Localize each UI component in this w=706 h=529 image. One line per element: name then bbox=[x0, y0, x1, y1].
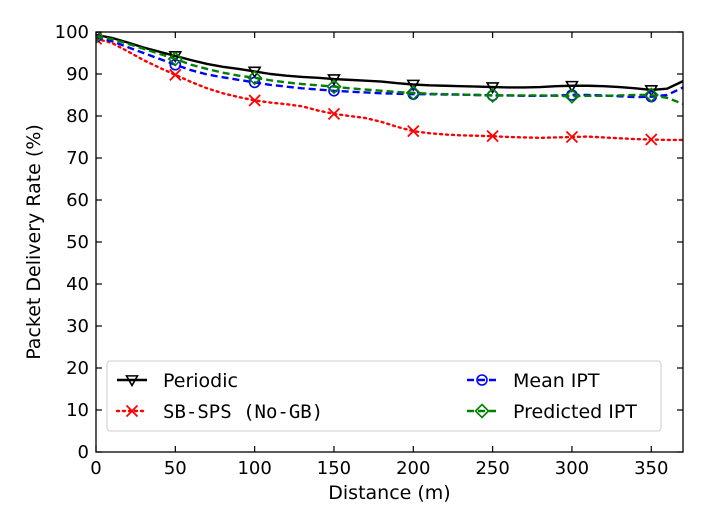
x-tick-label: 50 bbox=[164, 458, 187, 479]
series-line-periodic bbox=[96, 33, 683, 92]
y-tick-label: 20 bbox=[66, 358, 89, 379]
data-point-predicted-ipt bbox=[643, 87, 659, 103]
y-tick-label: 80 bbox=[66, 106, 89, 127]
data-point-sb-sps-no-gb bbox=[248, 94, 261, 107]
series-predicted-ipt bbox=[96, 32, 683, 105]
series-layer bbox=[96, 32, 683, 146]
y-axis-label: Packet Delivery Rate (%) bbox=[23, 124, 45, 360]
data-point-predicted-ipt bbox=[247, 70, 263, 86]
x-tick-label: 0 bbox=[90, 458, 101, 479]
data-point-predicted-ipt bbox=[405, 85, 421, 101]
x-axis-label: Distance (m) bbox=[328, 482, 450, 504]
data-point-periodic bbox=[485, 82, 500, 95]
data-point-predicted-ipt bbox=[564, 88, 580, 104]
y-tick-label: 90 bbox=[66, 64, 89, 85]
data-point-predicted-ipt bbox=[96, 32, 104, 44]
x-tick-label: 100 bbox=[237, 458, 271, 479]
data-point-periodic bbox=[406, 79, 421, 92]
legend-label-predicted-ipt: Predicted IPT bbox=[513, 401, 637, 423]
y-tick-label: 60 bbox=[66, 190, 89, 211]
legend-marker-predicted-ipt bbox=[474, 403, 490, 419]
data-point-predicted-ipt bbox=[326, 78, 342, 95]
y-tick-label: 10 bbox=[66, 400, 89, 421]
series-line-predicted-ipt bbox=[96, 35, 683, 105]
x-tick-label: 350 bbox=[634, 458, 668, 479]
legend-marker-periodic bbox=[125, 375, 139, 388]
y-tick-label: 70 bbox=[66, 148, 89, 169]
legend-item-predicted-ipt: Predicted IPT bbox=[467, 401, 637, 423]
legend-box bbox=[106, 360, 662, 432]
plot-area-frame bbox=[95, 31, 684, 453]
x-tick-label: 300 bbox=[555, 458, 589, 479]
data-point-mean-ipt bbox=[248, 76, 261, 89]
legend-label-periodic: Periodic bbox=[163, 370, 238, 392]
y-tick-label: 30 bbox=[66, 316, 89, 337]
data-point-sb-sps-no-gb bbox=[565, 130, 579, 144]
data-point-sb-sps-no-gb bbox=[169, 68, 182, 81]
legend-marker-mean-ipt bbox=[476, 374, 488, 386]
data-point-sb-sps-no-gb bbox=[96, 32, 103, 45]
data-point-sb-sps-no-gb bbox=[486, 130, 499, 143]
data-point-periodic bbox=[327, 74, 341, 87]
x-tick-label: 150 bbox=[317, 458, 351, 479]
data-point-predicted-ipt bbox=[167, 51, 183, 67]
data-point-periodic bbox=[565, 80, 579, 93]
legend-label-sb-sps-no-gb: SB-SPS (No-GB) bbox=[163, 401, 323, 423]
series-sb-sps-no-gb bbox=[96, 32, 683, 146]
data-point-predicted-ipt bbox=[484, 87, 501, 104]
x-tick-label: 250 bbox=[475, 458, 509, 479]
legend-marker-sb-sps-no-gb bbox=[125, 404, 139, 418]
data-point-sb-sps-no-gb bbox=[407, 124, 420, 138]
legend-item-mean-ipt: Mean IPT bbox=[467, 370, 600, 392]
data-point-periodic bbox=[247, 66, 262, 79]
y-tick-label: 0 bbox=[78, 442, 89, 463]
data-point-sb-sps-no-gb bbox=[645, 133, 658, 146]
data-point-sb-sps-no-gb bbox=[327, 107, 341, 121]
legend-label-mean-ipt: Mean IPT bbox=[513, 370, 600, 392]
y-tick-label: 100 bbox=[55, 22, 89, 43]
legend-item-sb-sps-no-gb: SB-SPS (No-GB) bbox=[115, 401, 323, 423]
series-line-sb-sps-no-gb bbox=[96, 37, 683, 142]
y-tick-label: 40 bbox=[66, 274, 89, 295]
legend-item-periodic: Periodic bbox=[117, 370, 238, 392]
legend: Periodic SB-SPS (No-GB) Mean IPT Predicted … bbox=[106, 360, 662, 432]
tick-layer: 0 50 100 150 200 250 300 350 0 10 20 30 40 50 60 70 80 90… bbox=[55, 22, 683, 479]
y-tick-label: 50 bbox=[66, 232, 89, 253]
x-tick-label: 200 bbox=[396, 458, 430, 479]
